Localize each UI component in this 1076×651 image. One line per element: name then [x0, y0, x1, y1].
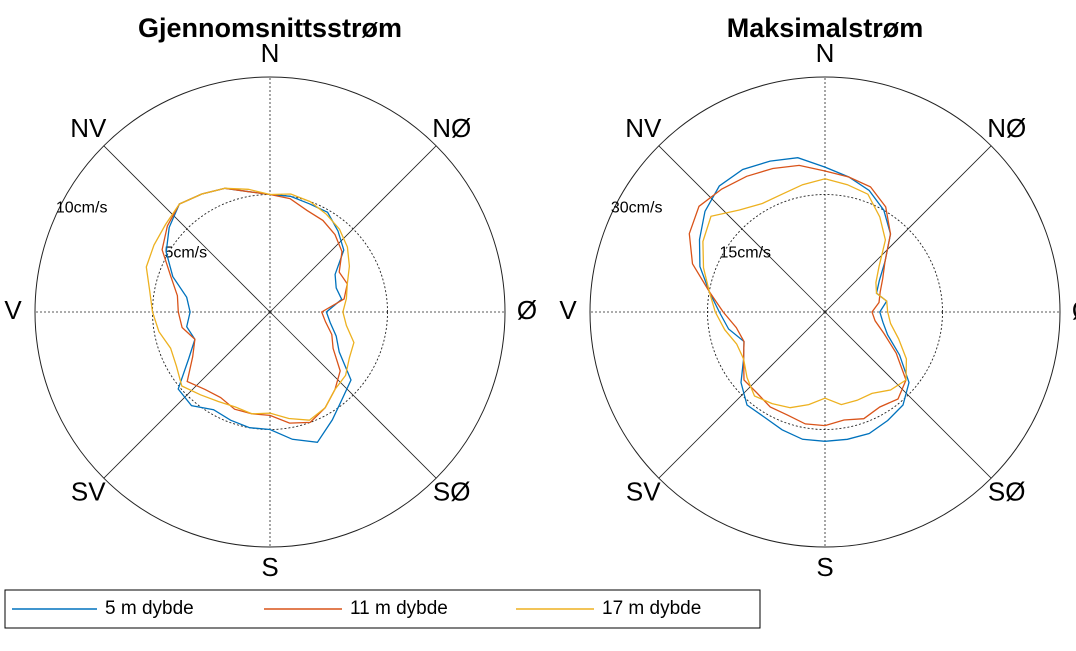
direction-label: NV	[625, 113, 662, 143]
direction-label: N	[261, 38, 280, 68]
direction-label: SV	[626, 477, 661, 507]
series-line	[161, 187, 348, 424]
direction-label: NØ	[987, 113, 1026, 143]
chart-title: Maksimalstrøm	[727, 13, 924, 43]
direction-label: SV	[71, 477, 106, 507]
direction-label: V	[4, 295, 22, 325]
direction-label: V	[559, 295, 577, 325]
series-line	[688, 164, 907, 427]
r-tick-label: 15cm/s	[719, 244, 771, 261]
series-line	[698, 157, 910, 442]
direction-label: NV	[70, 113, 107, 143]
series-line	[145, 187, 355, 421]
series-line	[165, 187, 352, 443]
grid-circle	[34, 76, 506, 548]
grid-circle	[707, 194, 943, 430]
direction-label: SØ	[988, 477, 1026, 507]
direction-label: Ø	[517, 295, 537, 325]
r-tick-label: 10cm/s	[56, 199, 108, 216]
direction-label: SØ	[433, 477, 471, 507]
direction-label: Ø	[1072, 295, 1076, 325]
legend-label: 5 m dybde	[105, 598, 194, 619]
chart-title: Gjennomsnittsstrøm	[138, 13, 402, 43]
direction-label: N	[816, 38, 835, 68]
r-tick-label: 5cm/s	[164, 244, 207, 261]
legend-box	[4, 589, 761, 629]
series-line	[702, 178, 908, 409]
direction-label: S	[261, 552, 278, 582]
legend-label: 11 m dybde	[350, 598, 448, 619]
direction-label: NØ	[432, 113, 471, 143]
r-tick-label: 30cm/s	[611, 199, 663, 216]
grid-circle	[589, 76, 1061, 548]
direction-label: S	[816, 552, 833, 582]
legend-label: 17 m dybde	[602, 598, 701, 619]
